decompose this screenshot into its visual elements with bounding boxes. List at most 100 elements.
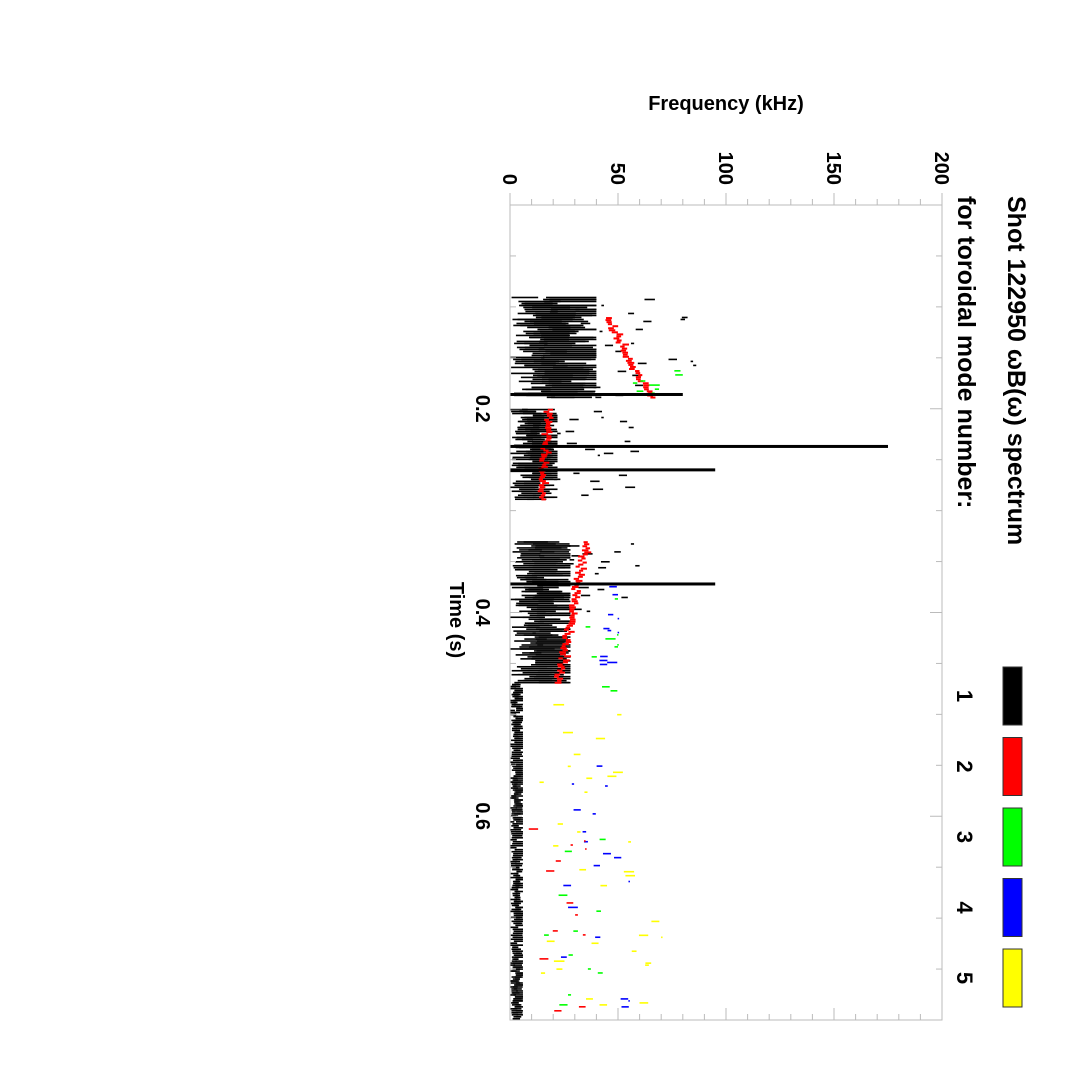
- mode-1-point: [539, 667, 571, 670]
- mode-1-point: [513, 787, 523, 789]
- mode-1-point: [511, 755, 522, 758]
- mode-1-point: [512, 992, 520, 994]
- mode-1-point: [545, 350, 597, 353]
- mode-1-point: [524, 466, 558, 469]
- mode-1-point: [511, 795, 517, 797]
- mode-4-point: [593, 864, 600, 867]
- mode-4-point: [595, 936, 601, 939]
- mode-1-point: [527, 626, 557, 628]
- mode-2-point: [571, 600, 578, 603]
- mode-1-point: [529, 652, 569, 654]
- mode-1-point: [516, 450, 558, 453]
- mode-1-point: [514, 681, 571, 684]
- mode-2-point: [620, 345, 625, 348]
- mode-1-point: [593, 410, 603, 413]
- mode-1-point: [512, 727, 517, 730]
- legend-label-mode-4: 4: [952, 901, 977, 914]
- mode-1-point: [531, 574, 571, 577]
- mode-1-point: [516, 346, 545, 349]
- mode-2-point: [644, 388, 649, 391]
- mode-1-point: [536, 592, 571, 595]
- mode-2-point: [558, 657, 563, 660]
- mode-1-point: [513, 922, 523, 925]
- mode-1-point: [533, 677, 571, 680]
- mode-2-point: [546, 423, 551, 426]
- mode-2-point: [628, 363, 634, 366]
- mode-2-point: [552, 930, 558, 932]
- mode-4-point: [617, 631, 620, 634]
- mode-1-point: [511, 942, 518, 945]
- mode-1-point: [512, 892, 518, 895]
- mode-1-point: [536, 675, 571, 678]
- mode-1-point: [510, 486, 539, 489]
- mode-2-point: [635, 376, 641, 379]
- mode-1-point: [515, 892, 521, 895]
- mode-1-point: [511, 1014, 519, 1016]
- frequency-tick-label: 50: [606, 163, 628, 185]
- mode-1-point: [514, 783, 523, 785]
- mode-1-point: [514, 687, 523, 690]
- mode-1-point: [514, 844, 523, 847]
- mode-1-point: [513, 823, 523, 825]
- mode-1-point: [512, 777, 523, 779]
- mode-1-point: [551, 396, 592, 399]
- mode-1-point: [532, 368, 593, 371]
- mode-1-point: [513, 725, 523, 728]
- mode-1-point: [513, 938, 523, 941]
- mode-1-point: [581, 494, 589, 497]
- mode-1-point: [532, 306, 571, 309]
- mode-1-point: [523, 350, 567, 353]
- mode-1-point: [512, 928, 523, 931]
- mode-1-point: [510, 743, 521, 746]
- mode-1-point: [512, 1018, 518, 1020]
- mode-1-point: [573, 472, 580, 475]
- mode-1-point: [536, 614, 571, 617]
- mode-1-point: [513, 358, 596, 361]
- mode-1-point: [541, 356, 597, 359]
- mode-1-point: [514, 954, 523, 956]
- mode-4-point: [614, 856, 622, 859]
- mode-1-point: [597, 454, 600, 457]
- mode-1-point: [536, 650, 571, 652]
- mode-3-point: [591, 656, 597, 658]
- mode-4-point: [596, 765, 603, 767]
- mode-1-point: [524, 346, 593, 349]
- mode-1-point: [514, 825, 519, 827]
- mode-2-point: [545, 420, 553, 423]
- mode-1-point: [525, 388, 585, 391]
- mode-1-point: [510, 757, 518, 760]
- mode-1-point: [586, 610, 591, 613]
- mode-1-point: [511, 366, 584, 369]
- mode-1-point: [513, 910, 523, 913]
- mode-2-point: [539, 480, 546, 483]
- mode-1-point: [516, 763, 523, 765]
- mode-1-point: [519, 348, 597, 351]
- mode-1-point: [573, 608, 582, 611]
- mode-1-point: [630, 450, 640, 453]
- mode-2-point: [616, 339, 622, 342]
- title-line-2: for toroidal mode number:: [952, 196, 980, 509]
- mode-1-point: [545, 384, 584, 387]
- mode-1-point: [522, 652, 542, 654]
- mode-2-point: [575, 914, 578, 916]
- mode-1-point: [522, 679, 553, 682]
- mode-1-point: [515, 972, 523, 974]
- mode-1-point: [668, 358, 677, 361]
- mode-2-point: [575, 571, 581, 574]
- mode-2-point: [560, 653, 566, 656]
- mode-2-point: [575, 579, 583, 582]
- mode-1-point: [514, 984, 523, 986]
- mode-1-point: [520, 658, 567, 660]
- mode-1-point: [569, 418, 579, 421]
- mode-1-point: [510, 980, 518, 982]
- mode-1-point: [516, 932, 523, 935]
- mode-1-point: [515, 876, 523, 879]
- mode-2-point: [545, 425, 551, 428]
- mode-1-point: [513, 715, 523, 718]
- mode-3-point: [675, 374, 683, 376]
- mode-1-point: [515, 866, 520, 869]
- mode-1-point: [541, 380, 572, 383]
- mode-1-point: [511, 990, 518, 992]
- mode-1-point: [550, 352, 597, 355]
- mode-2-point: [584, 551, 592, 554]
